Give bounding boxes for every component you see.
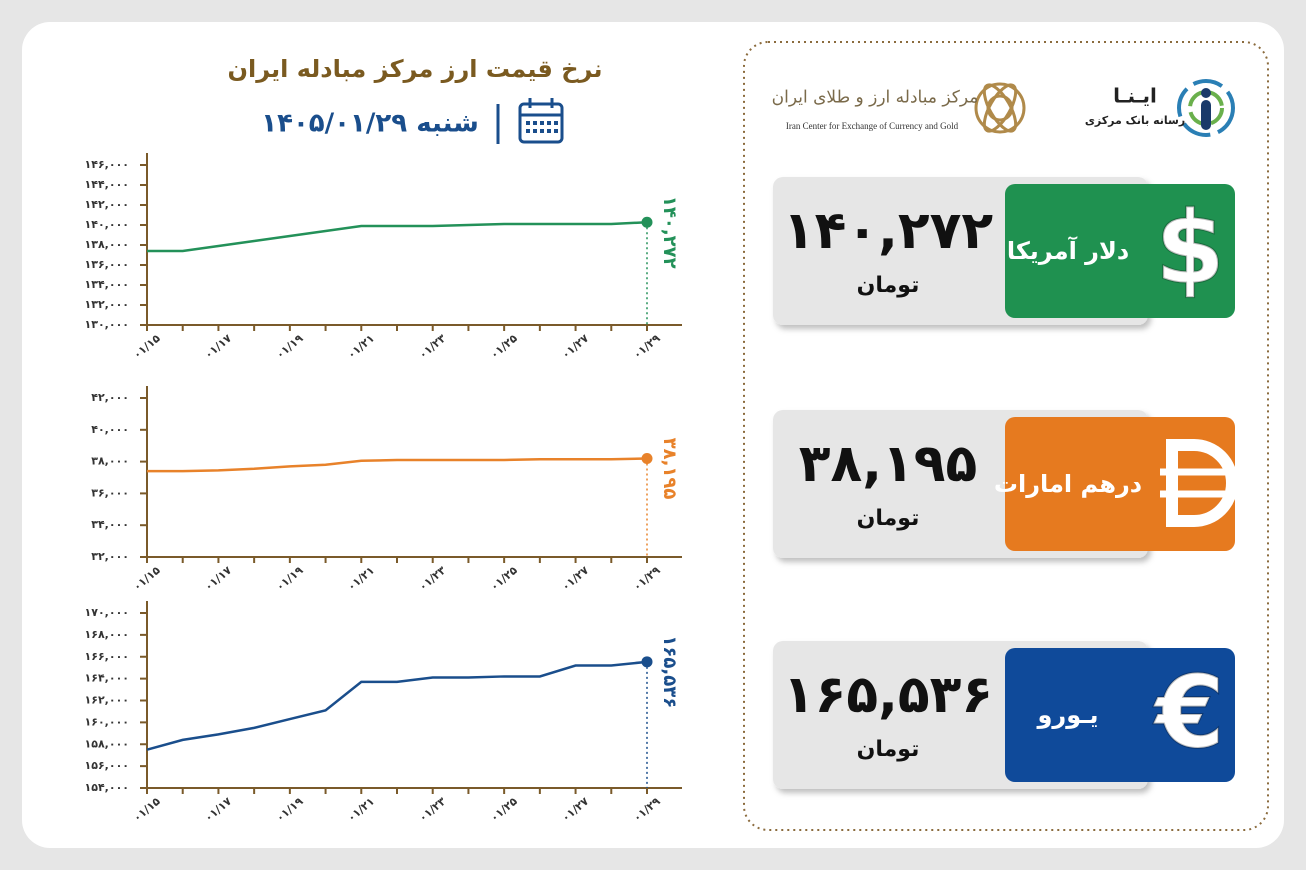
end-point [641,452,653,464]
currency-box [1005,648,1235,782]
y-tick-label: ۱۴۴,۰۰۰ [85,178,129,191]
y-tick-label: ۱۳۲,۰۰۰ [85,298,129,311]
center-logo [974,82,1026,134]
title: نرخ قیمت ارز مرکز مبادله ایران [228,55,603,83]
agency-logo [1177,79,1235,137]
y-tick-label: ۱۵۶,۰۰۰ [85,759,129,772]
y-tick-label: ۳۶,۰۰۰ [91,486,129,499]
y-tick-label: ۱۴۶,۰۰۰ [85,158,129,171]
y-tick-label: ۴۰,۰۰۰ [91,423,129,436]
currency-symbol [1160,439,1238,527]
currency-symbol: $ [1155,189,1225,306]
rate-unit: تومان [857,506,920,531]
y-tick-label: ۱۶۲,۰۰۰ [85,694,129,707]
y-tick-label: ۱۶۶,۰۰۰ [85,650,129,663]
value-label: ۱۴۰,۲۷۲ [659,196,680,269]
currency-name: یـورو [1037,701,1099,729]
line [146,660,648,751]
date: شنبه ۱۴۰۵/۰۱/۲۹ [261,109,479,139]
rate-value: ۱۶۵,۵۳۶ [783,665,993,725]
center-name: مرکز مبادله ارز و طلای ایران [772,88,979,108]
agency-subtitle: رسانه بانک مرکزی [1085,114,1185,127]
y-tick-label: ۱۳۰,۰۰۰ [85,318,129,331]
rate-value: ۱۴۰,۲۷۲ [783,201,993,261]
y-tick-label: ۱۳۸,۰۰۰ [85,238,129,251]
agency-name: ایـنـا [1113,84,1157,108]
rate-unit: تومان [857,273,920,298]
y-tick-label: ۱۳۶,۰۰۰ [85,258,129,271]
line [147,221,648,253]
currency-name: درهم امارات [994,470,1142,498]
y-tick-label: ۱۳۴,۰۰۰ [85,278,129,291]
y-tick-label: ۳۲,۰۰۰ [91,550,129,563]
y-tick-label: ۱۶۸,۰۰۰ [85,628,129,641]
dirham-glyph [1166,439,1238,527]
card-frame [743,41,1269,831]
y-tick-label: ۱۵۸,۰۰۰ [85,737,129,750]
rate-value: ۳۸,۱۹۵ [799,434,977,494]
y-tick-label: ۱۷۰,۰۰۰ [85,606,129,619]
y-tick-label: ۱۴۰,۰۰۰ [85,218,129,231]
y-tick-label: ۱۵۴,۰۰۰ [85,781,129,794]
end-point [641,216,653,228]
value-label: ۱۶۵,۵۳۶ [659,635,680,708]
y-tick-label: ۱۶۴,۰۰۰ [85,672,129,685]
y-tick-label: ۱۴۲,۰۰۰ [85,198,129,211]
currency-box [1005,184,1235,318]
y-tick-label: ۳۴,۰۰۰ [91,518,129,531]
currency-name: دلار آمریکا [1007,236,1129,265]
calendar-icon [518,98,564,144]
y-tick-label: ۴۲,۰۰۰ [91,391,129,404]
y-tick-label: ۱۶۰,۰۰۰ [85,715,129,728]
value-label: ۳۸,۱۹۵ [659,438,680,500]
end-point [641,656,653,668]
line [147,457,648,473]
currency-symbol: € [1153,653,1225,770]
y-tick-label: ۳۸,۰۰۰ [91,455,129,468]
rate-unit: تومان [857,737,920,762]
center-name-en: Iran Center for Exchange of Currency and… [786,121,959,131]
